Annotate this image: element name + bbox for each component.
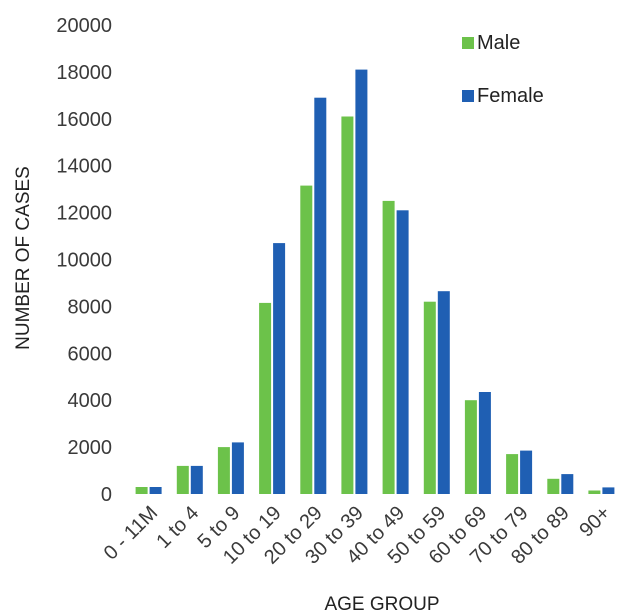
bar-male-3 [259, 302, 272, 494]
legend-swatch-male [462, 37, 474, 49]
bar-male-1 [176, 465, 189, 494]
bar-male-7 [423, 301, 436, 494]
y-tick-label: 8000 [68, 296, 113, 318]
x-tick-label: 1 to 4 [152, 502, 203, 553]
bar-female-10 [561, 474, 574, 494]
y-tick-label: 12000 [56, 203, 112, 225]
bar-male-11 [588, 490, 601, 494]
bar-female-3 [273, 243, 286, 494]
legend-label-female: Female [477, 85, 544, 107]
legend-swatch-female [462, 90, 474, 102]
bar-male-5 [341, 116, 354, 494]
bar-male-2 [217, 447, 230, 494]
bar-female-7 [437, 291, 450, 494]
bar-male-8 [464, 400, 477, 494]
bar-female-1 [190, 465, 203, 494]
y-axis-title: NUMBER OF CASES [13, 166, 34, 350]
bar-male-10 [547, 478, 560, 494]
bar-female-5 [355, 69, 368, 494]
bar-male-0 [135, 487, 148, 494]
y-tick-label: 6000 [68, 343, 113, 365]
y-tick-label: 16000 [56, 109, 112, 131]
x-tick-label: 0 - 11M [100, 502, 162, 564]
bar-female-2 [231, 442, 244, 494]
bar-female-11 [602, 487, 615, 494]
legend: Male Female [462, 32, 544, 107]
bar-female-8 [478, 392, 491, 494]
bar-female-9 [520, 450, 533, 494]
x-tick-label: 90+ [575, 502, 615, 542]
y-tick-label: 18000 [56, 62, 112, 84]
x-axis-title: AGE GROUP [324, 594, 439, 615]
bar-male-6 [382, 200, 395, 494]
bar-female-0 [149, 487, 162, 494]
y-tick-label: 20000 [56, 15, 112, 37]
y-tick-label: 4000 [68, 390, 113, 412]
bar-female-4 [314, 97, 327, 494]
bar-male-9 [506, 454, 519, 494]
bar-female-6 [396, 210, 409, 495]
y-axis-ticks: 0 2000 4000 6000 8000 10000 12000 14000 16000 180… [56, 15, 112, 506]
y-tick-label: 10000 [56, 250, 112, 272]
legend-label-male: Male [477, 32, 520, 54]
bar-male-4 [300, 185, 313, 494]
bars [135, 69, 615, 495]
y-tick-label: 14000 [56, 156, 112, 178]
y-tick-label: 2000 [68, 437, 113, 459]
y-tick-label: 0 [101, 484, 112, 506]
